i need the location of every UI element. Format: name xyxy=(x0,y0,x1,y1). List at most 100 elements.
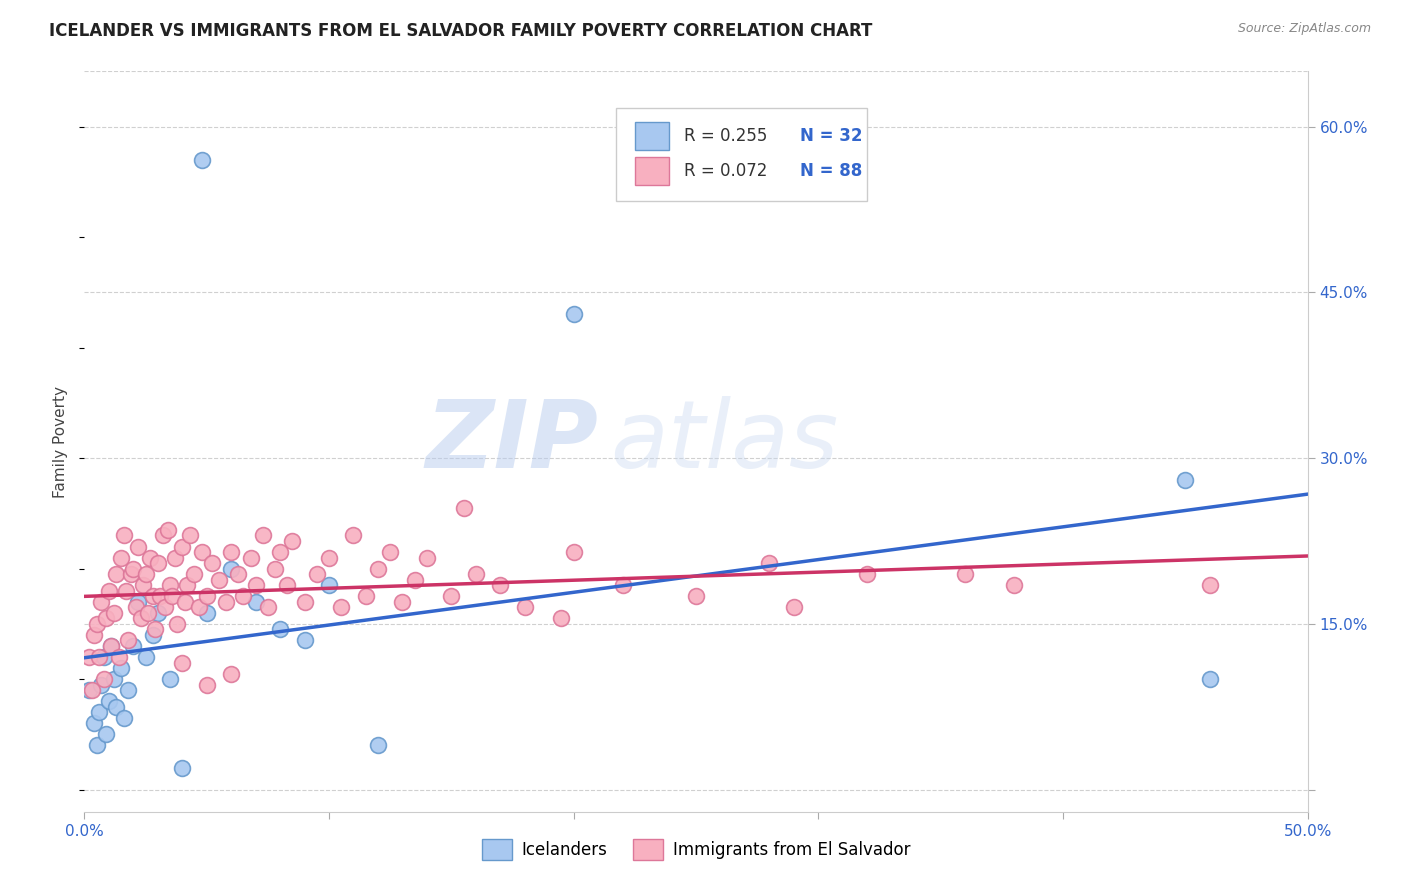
Point xyxy=(172,760,194,774)
Point xyxy=(440,589,463,603)
Point xyxy=(159,578,181,592)
Point xyxy=(183,567,205,582)
Point xyxy=(105,567,128,582)
Point xyxy=(318,578,340,592)
Point xyxy=(1174,473,1197,487)
Y-axis label: Family Poverty: Family Poverty xyxy=(53,385,69,498)
Point xyxy=(152,528,174,542)
Point xyxy=(391,595,413,609)
Point xyxy=(132,578,155,592)
Point xyxy=(342,528,364,542)
Point xyxy=(416,550,439,565)
Point xyxy=(159,672,181,686)
Point xyxy=(219,666,242,681)
Point xyxy=(1002,578,1025,592)
FancyBboxPatch shape xyxy=(616,109,868,201)
Point xyxy=(354,589,377,603)
Point xyxy=(127,595,149,609)
Point xyxy=(281,533,304,548)
Point xyxy=(112,528,135,542)
Point xyxy=(219,545,242,559)
Point xyxy=(100,639,122,653)
Point xyxy=(404,573,426,587)
Point xyxy=(96,727,118,741)
Point xyxy=(86,739,108,753)
Point xyxy=(550,611,572,625)
Point xyxy=(172,656,194,670)
Point xyxy=(122,561,145,575)
Point xyxy=(195,678,218,692)
Point xyxy=(117,683,139,698)
Text: R = 0.072: R = 0.072 xyxy=(683,162,783,180)
Point xyxy=(305,567,328,582)
Point xyxy=(294,633,316,648)
Point xyxy=(139,550,162,565)
Text: N = 32: N = 32 xyxy=(800,127,862,145)
Point xyxy=(294,595,316,609)
Point xyxy=(142,589,165,603)
Point xyxy=(166,616,188,631)
Point xyxy=(953,567,976,582)
Point xyxy=(239,550,262,565)
Point xyxy=(200,556,222,570)
Point xyxy=(143,623,166,637)
Point xyxy=(135,567,157,582)
Point xyxy=(129,611,152,625)
Point xyxy=(188,600,211,615)
Point xyxy=(513,600,536,615)
Point xyxy=(191,153,214,167)
Point xyxy=(87,650,110,665)
Point xyxy=(257,600,280,615)
Point xyxy=(195,606,218,620)
Point xyxy=(122,639,145,653)
Point xyxy=(1198,578,1220,592)
Point xyxy=(562,545,585,559)
Point xyxy=(93,672,115,686)
Point xyxy=(330,600,353,615)
Point xyxy=(77,650,100,665)
Point xyxy=(228,567,250,582)
Point xyxy=(97,583,120,598)
Point xyxy=(87,706,110,720)
Point xyxy=(90,595,112,609)
Text: ICELANDER VS IMMIGRANTS FROM EL SALVADOR FAMILY POVERTY CORRELATION CHART: ICELANDER VS IMMIGRANTS FROM EL SALVADOR… xyxy=(49,22,873,40)
Point xyxy=(172,540,194,554)
Text: R = 0.255: R = 0.255 xyxy=(683,127,783,145)
Point xyxy=(93,650,115,665)
Point xyxy=(195,589,218,603)
Point xyxy=(173,595,195,609)
Point xyxy=(103,672,125,686)
Point xyxy=(97,694,120,708)
Point xyxy=(162,589,184,603)
Point xyxy=(562,308,585,322)
Point xyxy=(191,545,214,559)
Point xyxy=(276,578,298,592)
Point xyxy=(464,567,486,582)
Point xyxy=(103,606,125,620)
Point xyxy=(136,606,159,620)
Point xyxy=(176,578,198,592)
FancyBboxPatch shape xyxy=(636,157,669,186)
Point xyxy=(149,589,172,603)
Point xyxy=(112,711,135,725)
Text: N = 88: N = 88 xyxy=(800,162,862,180)
Point xyxy=(86,616,108,631)
Point xyxy=(127,540,149,554)
Point xyxy=(758,556,780,570)
Point xyxy=(120,567,142,582)
Point xyxy=(96,611,118,625)
Point xyxy=(1198,672,1220,686)
Point xyxy=(156,523,179,537)
Point xyxy=(252,528,274,542)
Point xyxy=(179,528,201,542)
Point xyxy=(380,545,402,559)
Point xyxy=(367,561,389,575)
Point xyxy=(117,633,139,648)
Point xyxy=(90,678,112,692)
Point xyxy=(110,661,132,675)
Point xyxy=(453,500,475,515)
Point xyxy=(142,628,165,642)
Point xyxy=(135,650,157,665)
Point xyxy=(783,600,806,615)
Point xyxy=(245,578,267,592)
